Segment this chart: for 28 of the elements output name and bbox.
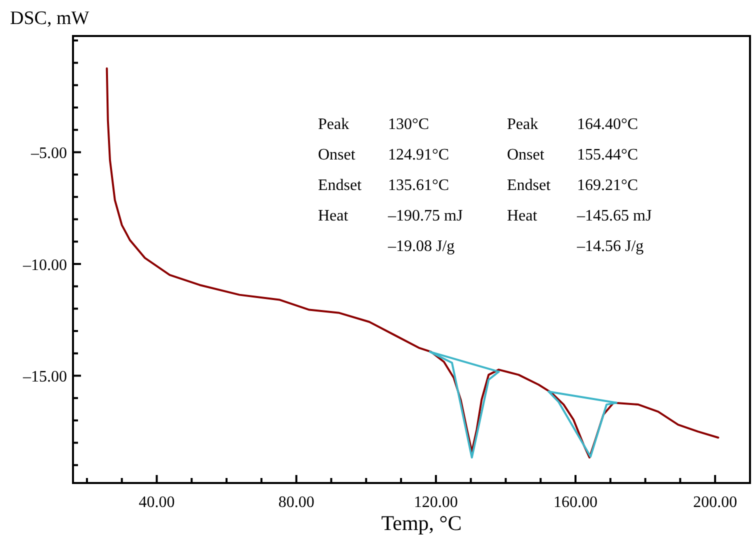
y-tick-label: –5.00	[30, 145, 67, 162]
y-tick-label: –10.00	[22, 256, 67, 274]
annotation: 135.61°C	[388, 177, 450, 194]
x-axis-title: Temp, °C	[381, 511, 462, 535]
annotation: Peak	[507, 116, 538, 133]
x-tick-label: 40.00	[138, 494, 175, 511]
annotation: Heat	[507, 208, 538, 224]
annotation: 169.21°C	[577, 177, 638, 194]
annotation: –19.08 J/g	[387, 238, 455, 255]
annotation: Onset	[318, 146, 356, 164]
x-tick-label: 80.00	[278, 494, 314, 511]
annotation: –190.75 mJ	[387, 208, 463, 224]
annotation: 130°C	[388, 116, 430, 133]
annotation: –14.56 J/g	[576, 238, 644, 255]
annotation: 164.40°C	[577, 116, 638, 133]
annotation: –145.65 mJ	[576, 208, 652, 224]
annotation: 124.91°C	[388, 146, 450, 164]
y-tick-label: –15.00	[22, 368, 67, 386]
annotation: 155.44°C	[577, 146, 638, 164]
x-tick-label: 120.00	[414, 494, 458, 511]
y-axis-title: DSC, mW	[10, 8, 90, 29]
x-tick-label: 200.00	[693, 494, 738, 511]
annotation: Onset	[507, 146, 545, 164]
x-tick-label: 160.00	[554, 494, 598, 511]
annotation: Heat	[318, 208, 349, 224]
annotation: Endset	[318, 177, 362, 194]
annotation: Endset	[507, 177, 552, 194]
annotation: Peak	[318, 116, 350, 133]
